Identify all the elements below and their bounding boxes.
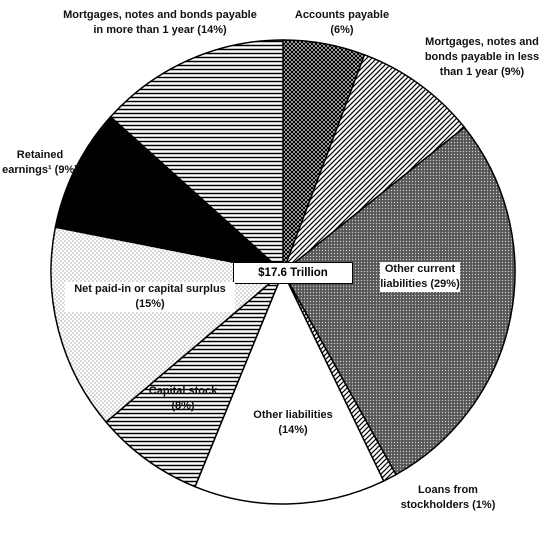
slice-value: (9%) [54, 164, 78, 176]
slice-name: Retained earnings¹ [2, 149, 64, 176]
slice-value: (6%) [330, 24, 354, 36]
pie-slice [54, 115, 286, 274]
pie-slice [281, 53, 466, 275]
slice-label: Net paid-in or capital surplus (15%) [65, 282, 235, 312]
slice-name: Mortgages, notes and bonds payable in le… [424, 36, 540, 78]
slice-label: Other liabilities (14%) [243, 408, 343, 438]
slice-label: Mortgages, notes and bonds payable in le… [415, 35, 547, 80]
slice-label: Retained earnings¹ (9%) [0, 148, 80, 178]
slice-name: Accounts payable [294, 9, 390, 21]
pie-slice [282, 126, 516, 476]
pie-slice [104, 271, 284, 488]
slice-label: Loans from stockholders (1%) [393, 483, 503, 513]
pie-slice [50, 226, 285, 424]
slice-value: (9%) [500, 66, 525, 78]
slice-name: Capital stock [148, 385, 218, 397]
slice-value: (15%) [135, 298, 165, 310]
slice-name: Other current liabilities [380, 263, 456, 290]
slice-label: Mortgages, notes and bonds payable in mo… [60, 8, 260, 38]
total-label: $17.6 Trillion [233, 262, 353, 284]
slice-name: Mortgages, notes and bonds payable in mo… [63, 9, 257, 36]
slice-label: Capital stock (8%) [148, 384, 218, 414]
slice-label: Other current liabilities (29%) [380, 262, 460, 292]
slice-value: (29%) [430, 278, 460, 290]
pie-slice [109, 39, 284, 274]
slice-name: Loans from stockholders [400, 484, 478, 511]
slice-value: (8%) [171, 400, 195, 412]
slice-value: (14%) [278, 424, 308, 436]
slice-value: (1%) [472, 499, 496, 511]
slice-name: Net paid-in or capital surplus [74, 283, 226, 295]
slice-name: Other liabilities [253, 409, 333, 421]
pie-slice [194, 270, 385, 505]
slice-label: Accounts payable (6%) [287, 8, 397, 38]
slice-value: (14%) [197, 24, 227, 36]
